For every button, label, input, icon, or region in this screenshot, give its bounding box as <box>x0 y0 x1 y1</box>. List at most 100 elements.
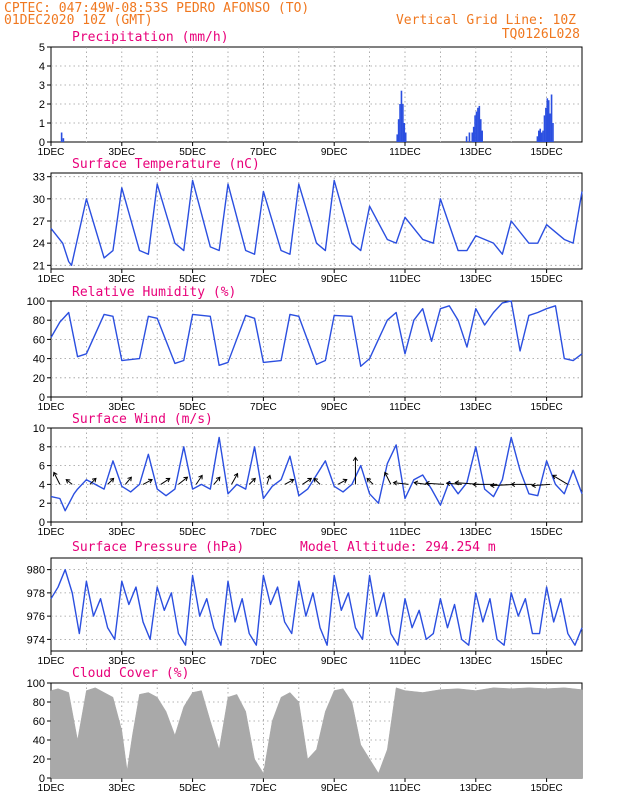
cloud-ytick-label: 60 <box>33 716 45 728</box>
precip-bar <box>474 115 476 142</box>
precip-xtick-label: 5DEC <box>179 147 206 158</box>
wind-vector-head <box>165 477 171 483</box>
cloud-xtick-label: 15DEC <box>530 783 562 794</box>
pressure-xtick-label: 1DEC <box>38 656 65 667</box>
wind-vector-head <box>109 477 115 483</box>
wind-vector-head <box>454 480 460 486</box>
pressure-ytick-label: 978 <box>27 588 45 600</box>
wind-vector-head <box>392 480 398 486</box>
pressure-ytick-label: 980 <box>27 565 45 577</box>
wind-vector <box>231 473 238 485</box>
pressure-xtick-label: 9DEC <box>321 656 348 667</box>
precip-bar <box>478 105 481 142</box>
wind-vector <box>89 478 97 485</box>
wind-vector <box>337 479 347 485</box>
wind-vector-head <box>52 471 58 477</box>
precip-bar <box>540 132 543 142</box>
humidity-ytick-label: 0 <box>39 392 45 404</box>
wind-vector <box>490 483 515 487</box>
wind-ytick-label: 6 <box>39 461 45 473</box>
wind-vector-head <box>531 482 536 488</box>
wind-vector-head <box>198 474 203 480</box>
precip-frame <box>50 46 583 143</box>
wind-vector <box>393 482 409 485</box>
temperature-ytick-label: 27 <box>33 216 45 228</box>
precip-xtick-label: 13DEC <box>460 147 492 158</box>
wind-vector <box>195 475 203 485</box>
humidity-ytick-label: 40 <box>33 354 45 366</box>
temperature-xtick-label: 15DEC <box>530 274 562 285</box>
cloud-xtick-label: 13DEC <box>460 783 492 794</box>
precip-bar <box>549 113 551 142</box>
wind-xtick-label: 9DEC <box>321 527 348 538</box>
wind-vector <box>248 478 256 485</box>
humidity-ytick-label: 20 <box>33 373 45 385</box>
pressure-frame <box>50 557 583 652</box>
wind-vector <box>65 479 73 485</box>
humidity-xtick-label: 13DEC <box>460 402 492 413</box>
pressure-xtick-label: 13DEC <box>460 656 492 667</box>
temperature-xtick-label: 5DEC <box>179 274 206 285</box>
pressure-ytick-label: 974 <box>27 634 45 646</box>
humidity-ytick-label: 80 <box>33 315 45 327</box>
wind-vector <box>213 476 221 485</box>
wind-vector-head <box>510 481 516 487</box>
pressure-title: Surface Pressure (hPa) <box>72 540 244 555</box>
wind-xtick-label: 11DEC <box>389 527 421 538</box>
cloud-ytick-label: 40 <box>33 735 45 747</box>
cloud-xtick-label: 9DEC <box>321 783 348 794</box>
precip-ytick-label: 4 <box>39 61 45 73</box>
precip-bar <box>404 132 407 142</box>
precip-bar <box>399 104 401 142</box>
wind-vector <box>384 472 392 485</box>
pressure-altitude-annotation: Model Altitude: 294.254 m <box>300 540 496 555</box>
wind-vector-head <box>91 477 97 483</box>
wind-ytick-label: 10 <box>33 423 45 435</box>
cloud-area <box>50 687 583 779</box>
precip-bar <box>62 138 65 142</box>
header-code: TQ0126L028 <box>502 27 580 42</box>
humidity-ytick-label: 100 <box>27 296 45 308</box>
cloud-ytick-label: 100 <box>27 678 45 690</box>
wind-vector-head <box>366 477 372 483</box>
temperature-ytick-label: 24 <box>33 238 45 250</box>
precip-bar <box>550 94 553 142</box>
wind-vector <box>53 472 61 485</box>
precip-xtick-label: 3DEC <box>108 147 135 158</box>
wind-vector <box>532 483 551 487</box>
wind-vector-head <box>215 476 221 482</box>
humidity-frame <box>50 300 583 398</box>
precip-ytick-label: 3 <box>39 80 45 92</box>
header-line2: 01DEC2020 10Z (GMT) <box>4 13 153 28</box>
cloud-xtick-label: 3DEC <box>108 783 135 794</box>
wind-xtick-label: 1DEC <box>38 527 65 538</box>
humidity-ytick-label: 60 <box>33 334 45 346</box>
wind-vector <box>446 482 462 485</box>
precip-bar <box>479 119 482 142</box>
wind-vector <box>284 479 294 485</box>
humidity-xtick-label: 3DEC <box>108 402 135 413</box>
precip-bar <box>475 111 478 142</box>
cloud-xtick-label: 1DEC <box>38 783 65 794</box>
temperature-ytick-label: 21 <box>33 260 45 272</box>
temperature-xtick-label: 11DEC <box>389 274 421 285</box>
temperature-title: Surface Temperature (nC) <box>72 157 260 172</box>
precip-bar <box>542 130 544 142</box>
wind-vector-head <box>65 479 71 484</box>
precip-bar <box>543 115 546 142</box>
humidity-xtick-label: 9DEC <box>321 402 348 413</box>
precip-bar <box>400 90 403 142</box>
precip-xtick-label: 15DEC <box>530 147 562 158</box>
wind-vector <box>107 478 114 485</box>
header-line1: CPTEC: 047:49W-08:53S PEDRO AFONSO (TO) <box>4 1 309 16</box>
precip-bar <box>536 136 539 142</box>
wind-xtick-label: 7DEC <box>250 527 277 538</box>
cloud-xtick-label: 7DEC <box>250 783 277 794</box>
wind-vector-head <box>342 478 348 484</box>
wind-vector <box>142 479 153 485</box>
temperature-xtick-label: 13DEC <box>460 274 492 285</box>
wind-ytick-label: 8 <box>39 442 45 454</box>
precip-bar <box>403 123 406 142</box>
pressure-ytick-label: 976 <box>27 611 45 623</box>
